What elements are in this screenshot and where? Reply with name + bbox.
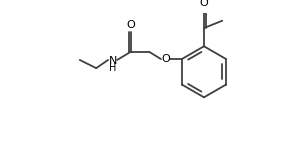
Text: N: N <box>108 56 117 66</box>
Text: H: H <box>109 63 116 73</box>
Text: O: O <box>126 20 135 30</box>
Text: O: O <box>200 0 208 9</box>
Text: O: O <box>161 54 170 64</box>
